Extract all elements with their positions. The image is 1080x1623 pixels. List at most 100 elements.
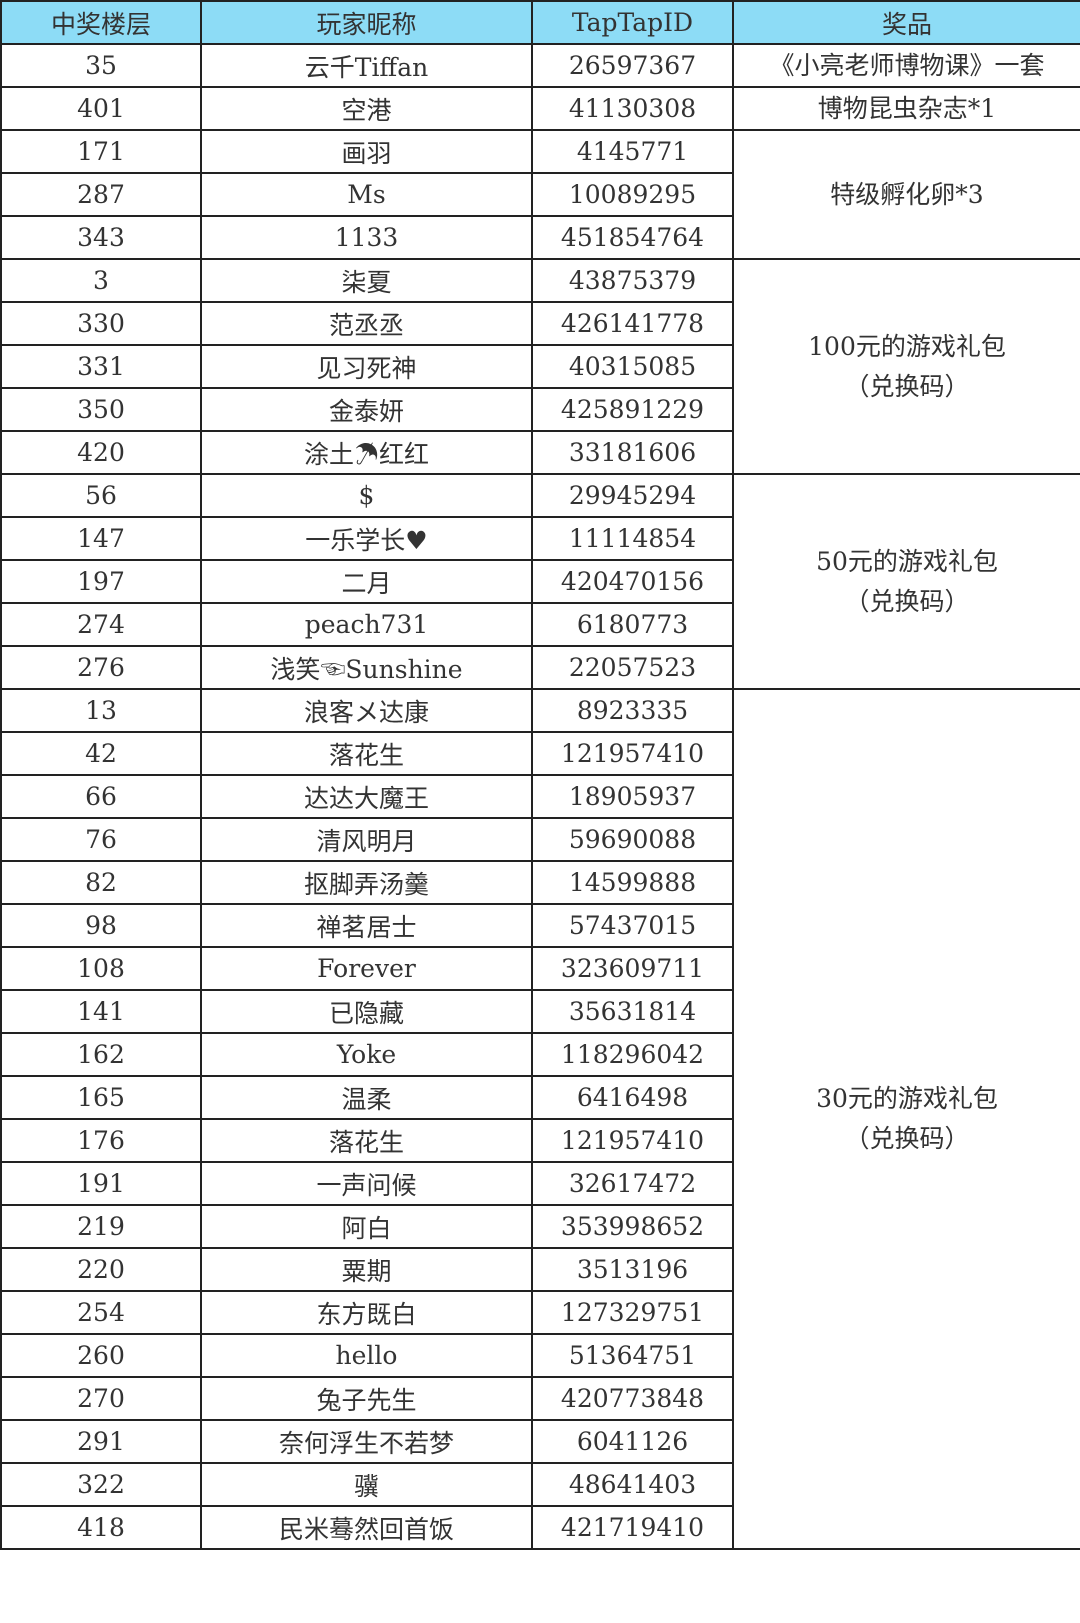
taptap-id-cell: 43875379 <box>531 258 734 303</box>
table-row: 260 hello 51364751 <box>0 1333 1080 1378</box>
taptap-id-cell: 40315085 <box>531 344 734 389</box>
floor-cell: 197 <box>0 559 202 604</box>
table-row: 343 1133 451854764 <box>0 215 1080 260</box>
prize-cell: 《小亮老师博物课》一套 <box>732 43 1080 88</box>
taptap-id-cell: 48641403 <box>531 1462 734 1507</box>
table-row: 191 一声问候 32617472 <box>0 1161 1080 1206</box>
nickname-cell: 空港 <box>200 86 533 131</box>
table-row: 141 已隐藏 35631814 <box>0 989 1080 1034</box>
nickname-cell: 清风明月 <box>200 817 533 862</box>
floor-cell: 98 <box>0 903 202 948</box>
table-row: 82 抠脚弄汤羹 14599888 <box>0 860 1080 905</box>
floor-cell: 276 <box>0 645 202 690</box>
table-row: 350 金泰妍 425891229 <box>0 387 1080 432</box>
floor-cell: 66 <box>0 774 202 819</box>
floor-cell: 343 <box>0 215 202 260</box>
winners-table: 中奖楼层 玩家昵称 TapTapID 奖品 35 云千Tiffan 26597367… <box>0 0 1080 1550</box>
nickname-cell: $ <box>200 473 533 518</box>
floor-cell: 3 <box>0 258 202 303</box>
floor-cell: 260 <box>0 1333 202 1378</box>
table-row: 322 骥 48641403 <box>0 1462 1080 1507</box>
taptap-id-cell: 127329751 <box>531 1290 734 1335</box>
nickname-cell: 金泰妍 <box>200 387 533 432</box>
taptap-id-cell: 4145771 <box>531 129 734 174</box>
taptap-id-cell: 11114854 <box>531 516 734 561</box>
nickname-cell: 落花生 <box>200 731 533 776</box>
table-row: 219 阿白 353998652 <box>0 1204 1080 1249</box>
floor-cell: 220 <box>0 1247 202 1292</box>
floor-cell: 147 <box>0 516 202 561</box>
taptap-id-cell: 353998652 <box>531 1204 734 1249</box>
table-row: 220 粟期 3513196 <box>0 1247 1080 1292</box>
taptap-id-cell: 3513196 <box>531 1247 734 1292</box>
table-row: 331 见习死神 40315085 <box>0 344 1080 389</box>
table-row: 165 温柔 6416498 <box>0 1075 1080 1120</box>
taptap-id-cell: 121957410 <box>531 731 734 776</box>
nickname-cell: Yoke <box>200 1032 533 1077</box>
prize-cell: 30元的游戏礼包 （兑换码） <box>732 688 1080 1550</box>
nickname-cell: 东方既白 <box>200 1290 533 1335</box>
table-row: 418 民米蓦然回首饭 421719410 <box>0 1505 1080 1550</box>
table-body: 35 云千Tiffan 26597367 《小亮老师博物课》一套 401 空港 411303… <box>0 43 1080 1550</box>
table-row: 42 落花生 121957410 <box>0 731 1080 776</box>
prize-text: 博物昆虫杂志*1 <box>817 93 997 123</box>
floor-cell: 331 <box>0 344 202 389</box>
table-row: 13 浪客メ达康 8923335 30元的游戏礼包 （兑换码） <box>0 688 1080 1550</box>
taptap-id-cell: 14599888 <box>531 860 734 905</box>
nickname-cell: 抠脚弄汤羹 <box>200 860 533 905</box>
header-prize: 奖品 <box>732 0 1080 45</box>
taptap-id-cell: 59690088 <box>531 817 734 862</box>
taptap-id-cell: 32617472 <box>531 1161 734 1206</box>
prize-cell: 50元的游戏礼包 （兑换码） <box>732 473 1080 690</box>
floor-cell: 141 <box>0 989 202 1034</box>
taptap-id-cell: 421719410 <box>531 1505 734 1550</box>
prize-text: （兑换码） <box>844 371 970 401</box>
nickname-cell: 禅茗居士 <box>200 903 533 948</box>
nickname-cell: 1133 <box>200 215 533 260</box>
prize-text: 50元的游戏礼包 <box>816 546 998 576</box>
nickname-cell: hello <box>200 1333 533 1378</box>
floor-cell: 162 <box>0 1032 202 1077</box>
nickname-cell: 民米蓦然回首饭 <box>200 1505 533 1550</box>
taptap-id-cell: 8923335 <box>531 688 734 733</box>
nickname-cell: 柒夏 <box>200 258 533 303</box>
table-row: 276 浅笑☜Sunshine 22057523 <box>0 645 1080 690</box>
taptap-id-cell: 6041126 <box>531 1419 734 1464</box>
header-row: 中奖楼层 玩家昵称 TapTapID 奖品 <box>0 0 1080 45</box>
prize-text: 30元的游戏礼包 <box>816 1084 998 1113</box>
taptap-id-cell: 26597367 <box>531 43 734 88</box>
nickname-cell: 一乐学长♥ <box>200 516 533 561</box>
nickname-cell: 阿白 <box>200 1204 533 1249</box>
nickname-cell: 奈何浮生不若梦 <box>200 1419 533 1464</box>
taptap-id-cell: 420773848 <box>531 1376 734 1421</box>
table-row: 35 云千Tiffan 26597367 《小亮老师博物课》一套 <box>0 43 1080 88</box>
nickname-cell: 兔子先生 <box>200 1376 533 1421</box>
nickname-cell: 骥 <box>200 1462 533 1507</box>
nickname-cell: 浅笑☜Sunshine <box>200 645 533 690</box>
nickname-cell: 二月 <box>200 559 533 604</box>
nickname-cell: Ms <box>200 172 533 217</box>
floor-cell: 42 <box>0 731 202 776</box>
nickname-cell: 已隐藏 <box>200 989 533 1034</box>
floor-cell: 191 <box>0 1161 202 1206</box>
taptap-id-cell: 10089295 <box>531 172 734 217</box>
floor-cell: 350 <box>0 387 202 432</box>
table-row: 291 奈何浮生不若梦 6041126 <box>0 1419 1080 1464</box>
nickname-cell: 见习死神 <box>200 344 533 389</box>
floor-cell: 35 <box>0 43 202 88</box>
taptap-id-cell: 57437015 <box>531 903 734 948</box>
taptap-id-cell: 426141778 <box>531 301 734 346</box>
table-row: 420 涂土☂红红 33181606 <box>0 430 1080 475</box>
prize-text: 《小亮老师博物课》一套 <box>769 50 1045 80</box>
nickname-cell: 范丞丞 <box>200 301 533 346</box>
nickname-cell: 画羽 <box>200 129 533 174</box>
taptap-id-cell: 451854764 <box>531 215 734 260</box>
header-nickname: 玩家昵称 <box>200 0 533 45</box>
floor-cell: 420 <box>0 430 202 475</box>
taptap-id-cell: 420470156 <box>531 559 734 604</box>
table-row: 76 清风明月 59690088 <box>0 817 1080 862</box>
nickname-cell: 温柔 <box>200 1075 533 1120</box>
prize-text: （兑换码） <box>844 1124 970 1153</box>
floor-cell: 254 <box>0 1290 202 1335</box>
floor-cell: 13 <box>0 688 202 733</box>
